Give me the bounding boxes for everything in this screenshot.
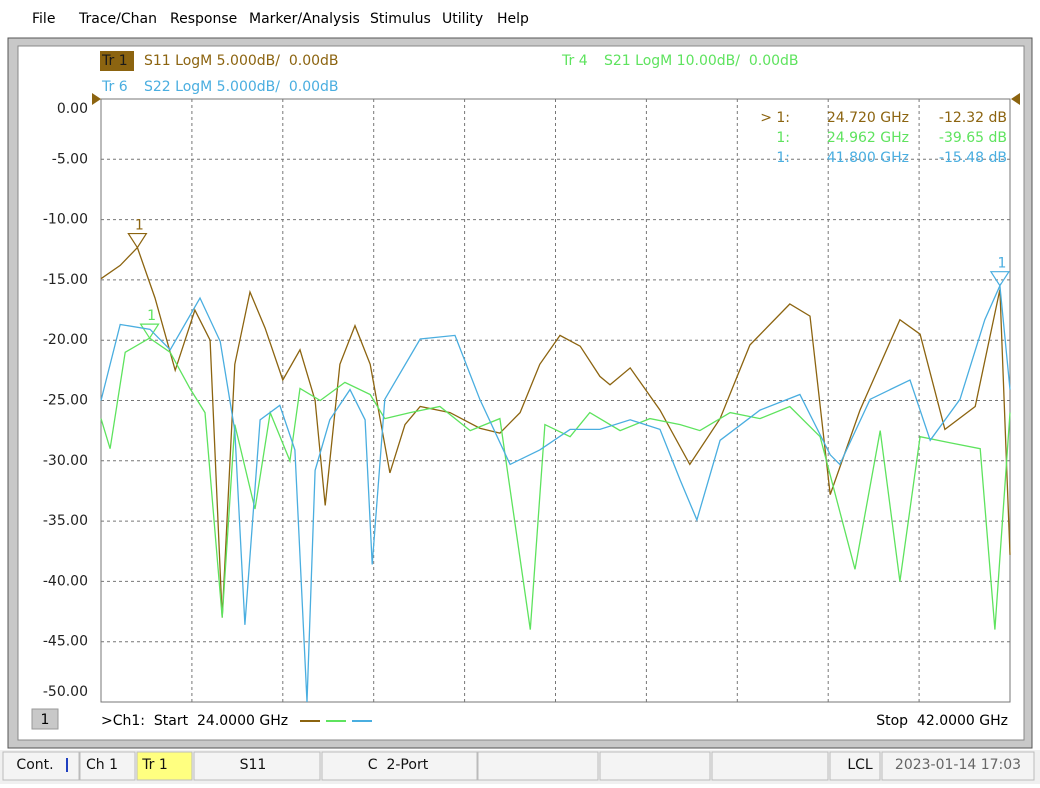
marker-triangle [127,232,148,249]
marker-value: -39.65 dB [939,130,1007,146]
marker-prefix: > 1: [760,110,790,126]
y-tick-label: -35.00 [43,513,88,529]
trace-id[interactable]: Tr 6 [101,79,128,95]
marker-freq: 24.962 GHz [827,130,909,146]
status-segment [599,751,711,781]
status-segment [79,751,136,781]
trace-line [100,337,1011,630]
status-segment [829,751,881,781]
y-tick-label: -10.00 [43,212,88,228]
status-text: 2023-01-14 17:03 [895,757,1021,773]
y-tick-label: -45.00 [43,634,88,650]
status-text[interactable]: Ch 1 [86,757,118,773]
status-segment [711,751,829,781]
marker-name: 1 [135,218,144,234]
channel-number: 1 [41,712,50,728]
marker-freq: 24.720 GHz [827,110,909,126]
start-label: >Ch1: Start 24.0000 GHz [101,713,288,729]
trace-id[interactable]: Tr 4 [561,53,588,69]
marker-triangle [989,271,1010,287]
status-segment [881,751,1035,781]
status-segment [136,751,193,781]
menu-item[interactable]: Stimulus [370,11,431,27]
stop-label: Stop 42.0000 GHz [876,713,1008,729]
active-trace-box [100,51,134,71]
trace-header[interactable]: S21 LogM 10.00dB/ 0.00dB [604,53,799,69]
plot-panel [17,45,1025,741]
menu-item[interactable]: Response [170,11,237,27]
trace-header[interactable]: S11 LogM 5.000dB/ 0.00dB [144,53,339,69]
status-segment [477,751,599,781]
status-text: LCL [847,757,873,773]
marker-freq: 41.800 GHz [827,150,909,166]
ref-arrow-right [1011,93,1020,105]
marker-name: 1 [147,308,156,324]
y-tick-label: -15.00 [43,272,88,288]
marker-name: 1 [997,256,1006,272]
marker-value: -12.32 dB [939,110,1007,126]
trace-header[interactable]: S22 LogM 5.000dB/ 0.00dB [144,79,339,95]
marker-triangle [139,323,160,340]
trace-line [100,246,1011,618]
menu-bar [0,0,1040,38]
y-tick-label: -50.00 [43,684,88,700]
y-tick-label: -40.00 [43,573,88,589]
status-text[interactable]: C 2-Port [368,757,429,773]
channel-box [31,708,59,730]
status-segment [321,751,478,781]
menu-item[interactable]: Help [497,11,529,27]
y-tick-label: 0.00 [57,101,88,117]
marker-prefix: 1: [776,150,790,166]
menu-item[interactable]: Utility [442,11,483,27]
y-tick-label: -20.00 [43,332,88,348]
status-text[interactable]: Tr 1 [141,757,168,773]
menu-item[interactable]: Marker/Analysis [249,11,360,27]
y-tick-label: -25.00 [43,393,88,409]
ref-arrow-left [92,93,101,105]
marker-prefix: 1: [776,130,790,146]
menu-item[interactable]: Trace/Chan [78,11,157,27]
y-tick-label: -5.00 [52,151,88,167]
y-tick-label: -30.00 [43,453,88,469]
status-segment [193,751,321,781]
menu-item[interactable]: File [32,11,55,27]
marker-value: -15.48 dB [939,150,1007,166]
status-text[interactable]: S11 [240,757,267,773]
trace-line [100,283,1011,703]
status-text[interactable]: Cont. [16,757,53,773]
trace-id[interactable]: Tr 1 [101,53,128,69]
